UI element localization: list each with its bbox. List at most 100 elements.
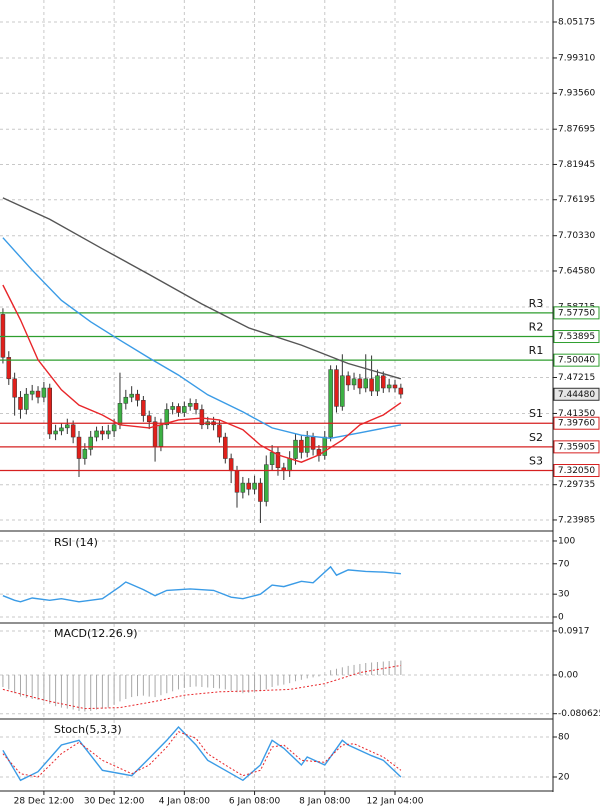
candle-body <box>146 415 152 422</box>
macd-bar <box>72 674 74 710</box>
macd-bar <box>14 674 16 694</box>
macd-bar <box>166 674 168 694</box>
candle-body <box>123 396 129 404</box>
macd-bar <box>84 674 86 712</box>
macd-bar <box>289 674 291 684</box>
macd-bar <box>230 674 232 691</box>
indicator-line <box>2 284 402 463</box>
candle-body <box>223 436 228 459</box>
candle-body <box>0 314 6 358</box>
y-tick-label: 8.05175 <box>558 17 595 27</box>
candle-body <box>334 369 339 407</box>
macd-bar <box>207 674 209 688</box>
pivot-price: 7.39760 <box>558 419 595 429</box>
candle-body <box>12 378 17 398</box>
candle-body <box>386 384 392 389</box>
pivot-name: S3 <box>529 455 543 468</box>
candle-body <box>345 375 351 386</box>
macd-bar <box>60 674 62 708</box>
y-tick-label: 7.41350 <box>558 409 595 419</box>
candle-body <box>381 375 386 389</box>
candle-body <box>158 424 164 447</box>
indicator-line <box>2 664 401 710</box>
panel-title: RSI (14) <box>54 536 98 549</box>
candle-body <box>182 406 187 413</box>
panel-title: Stoch(5,3,3) <box>54 723 122 736</box>
candle-body <box>293 439 298 459</box>
macd-bar <box>43 674 45 702</box>
x-tick-label: 12 Jan 04:00 <box>367 797 424 807</box>
macd-bar <box>189 674 191 687</box>
candle-body <box>170 406 175 410</box>
macd-bar <box>394 661 396 675</box>
x-tick-label: 30 Dec 12:00 <box>84 797 145 807</box>
macd-bar <box>78 674 80 711</box>
pivot-tag <box>553 330 600 344</box>
macd-bar <box>376 662 378 675</box>
macd-bar <box>107 674 109 708</box>
pivot-tag <box>553 353 600 367</box>
y-tick-label: 7.99310 <box>558 53 595 63</box>
macd-bar <box>330 670 332 675</box>
pivot-tag <box>553 306 600 320</box>
candle-body <box>310 436 316 450</box>
macd-bar <box>400 660 402 675</box>
candle-body <box>187 403 193 407</box>
pivot-price: 7.57750 <box>558 308 595 318</box>
macd-bar <box>277 674 279 686</box>
macd-bar <box>300 674 302 680</box>
y-tick-label: 7.76195 <box>558 195 595 205</box>
y-tick-label: 7.64580 <box>558 266 595 276</box>
x-tick-label: 28 Dec 12:00 <box>14 797 75 807</box>
macd-bar <box>341 667 343 675</box>
pivot-name: R2 <box>529 321 544 334</box>
y-tick-label: 0.0917 <box>558 626 590 636</box>
candle-body <box>29 390 35 395</box>
macd-bar <box>154 674 156 698</box>
candle-body <box>246 482 251 490</box>
pivot-tag <box>553 464 600 478</box>
candle-body <box>269 452 275 465</box>
x-tick-label: 6 Jan 08:00 <box>229 797 281 807</box>
macd-bar <box>25 674 27 699</box>
candle-body <box>129 393 134 398</box>
indicator-line <box>2 237 402 440</box>
candle-body <box>111 424 117 432</box>
candle-body <box>76 436 82 459</box>
x-tick-label: 4 Jan 08:00 <box>159 797 211 807</box>
macd-bar <box>49 674 51 704</box>
macd-bar <box>148 674 150 697</box>
macd-bar <box>195 674 197 687</box>
candle-body <box>357 378 363 389</box>
candle-body <box>264 464 269 502</box>
macd-bar <box>271 674 273 687</box>
candle-body <box>18 396 23 410</box>
macd-bar <box>347 665 349 675</box>
candle-body <box>193 403 199 410</box>
y-tick-label: 20 <box>558 773 570 783</box>
candle-body <box>217 424 222 438</box>
candle-body <box>100 430 105 435</box>
macd-bar <box>90 674 92 711</box>
y-tick-label: 7.29735 <box>558 480 595 490</box>
y-tick-label: 7.87695 <box>558 125 595 135</box>
macd-bar <box>172 674 174 692</box>
macd-bar <box>224 674 226 690</box>
macd-bar <box>295 674 297 682</box>
candle-body <box>94 430 99 438</box>
macd-bar <box>37 674 39 700</box>
candle-body <box>369 378 374 392</box>
pivot-name: R1 <box>529 344 544 357</box>
y-tick-label: 7.70330 <box>558 231 595 241</box>
macd-bar <box>160 674 162 696</box>
macd-bar <box>335 668 337 675</box>
candle-body <box>35 390 41 398</box>
pivot-tag <box>553 416 600 430</box>
candle-body <box>199 409 205 426</box>
macd-bar <box>2 674 4 687</box>
candle-body <box>53 430 58 435</box>
candle-body <box>41 387 47 398</box>
macd-bar <box>236 674 238 693</box>
